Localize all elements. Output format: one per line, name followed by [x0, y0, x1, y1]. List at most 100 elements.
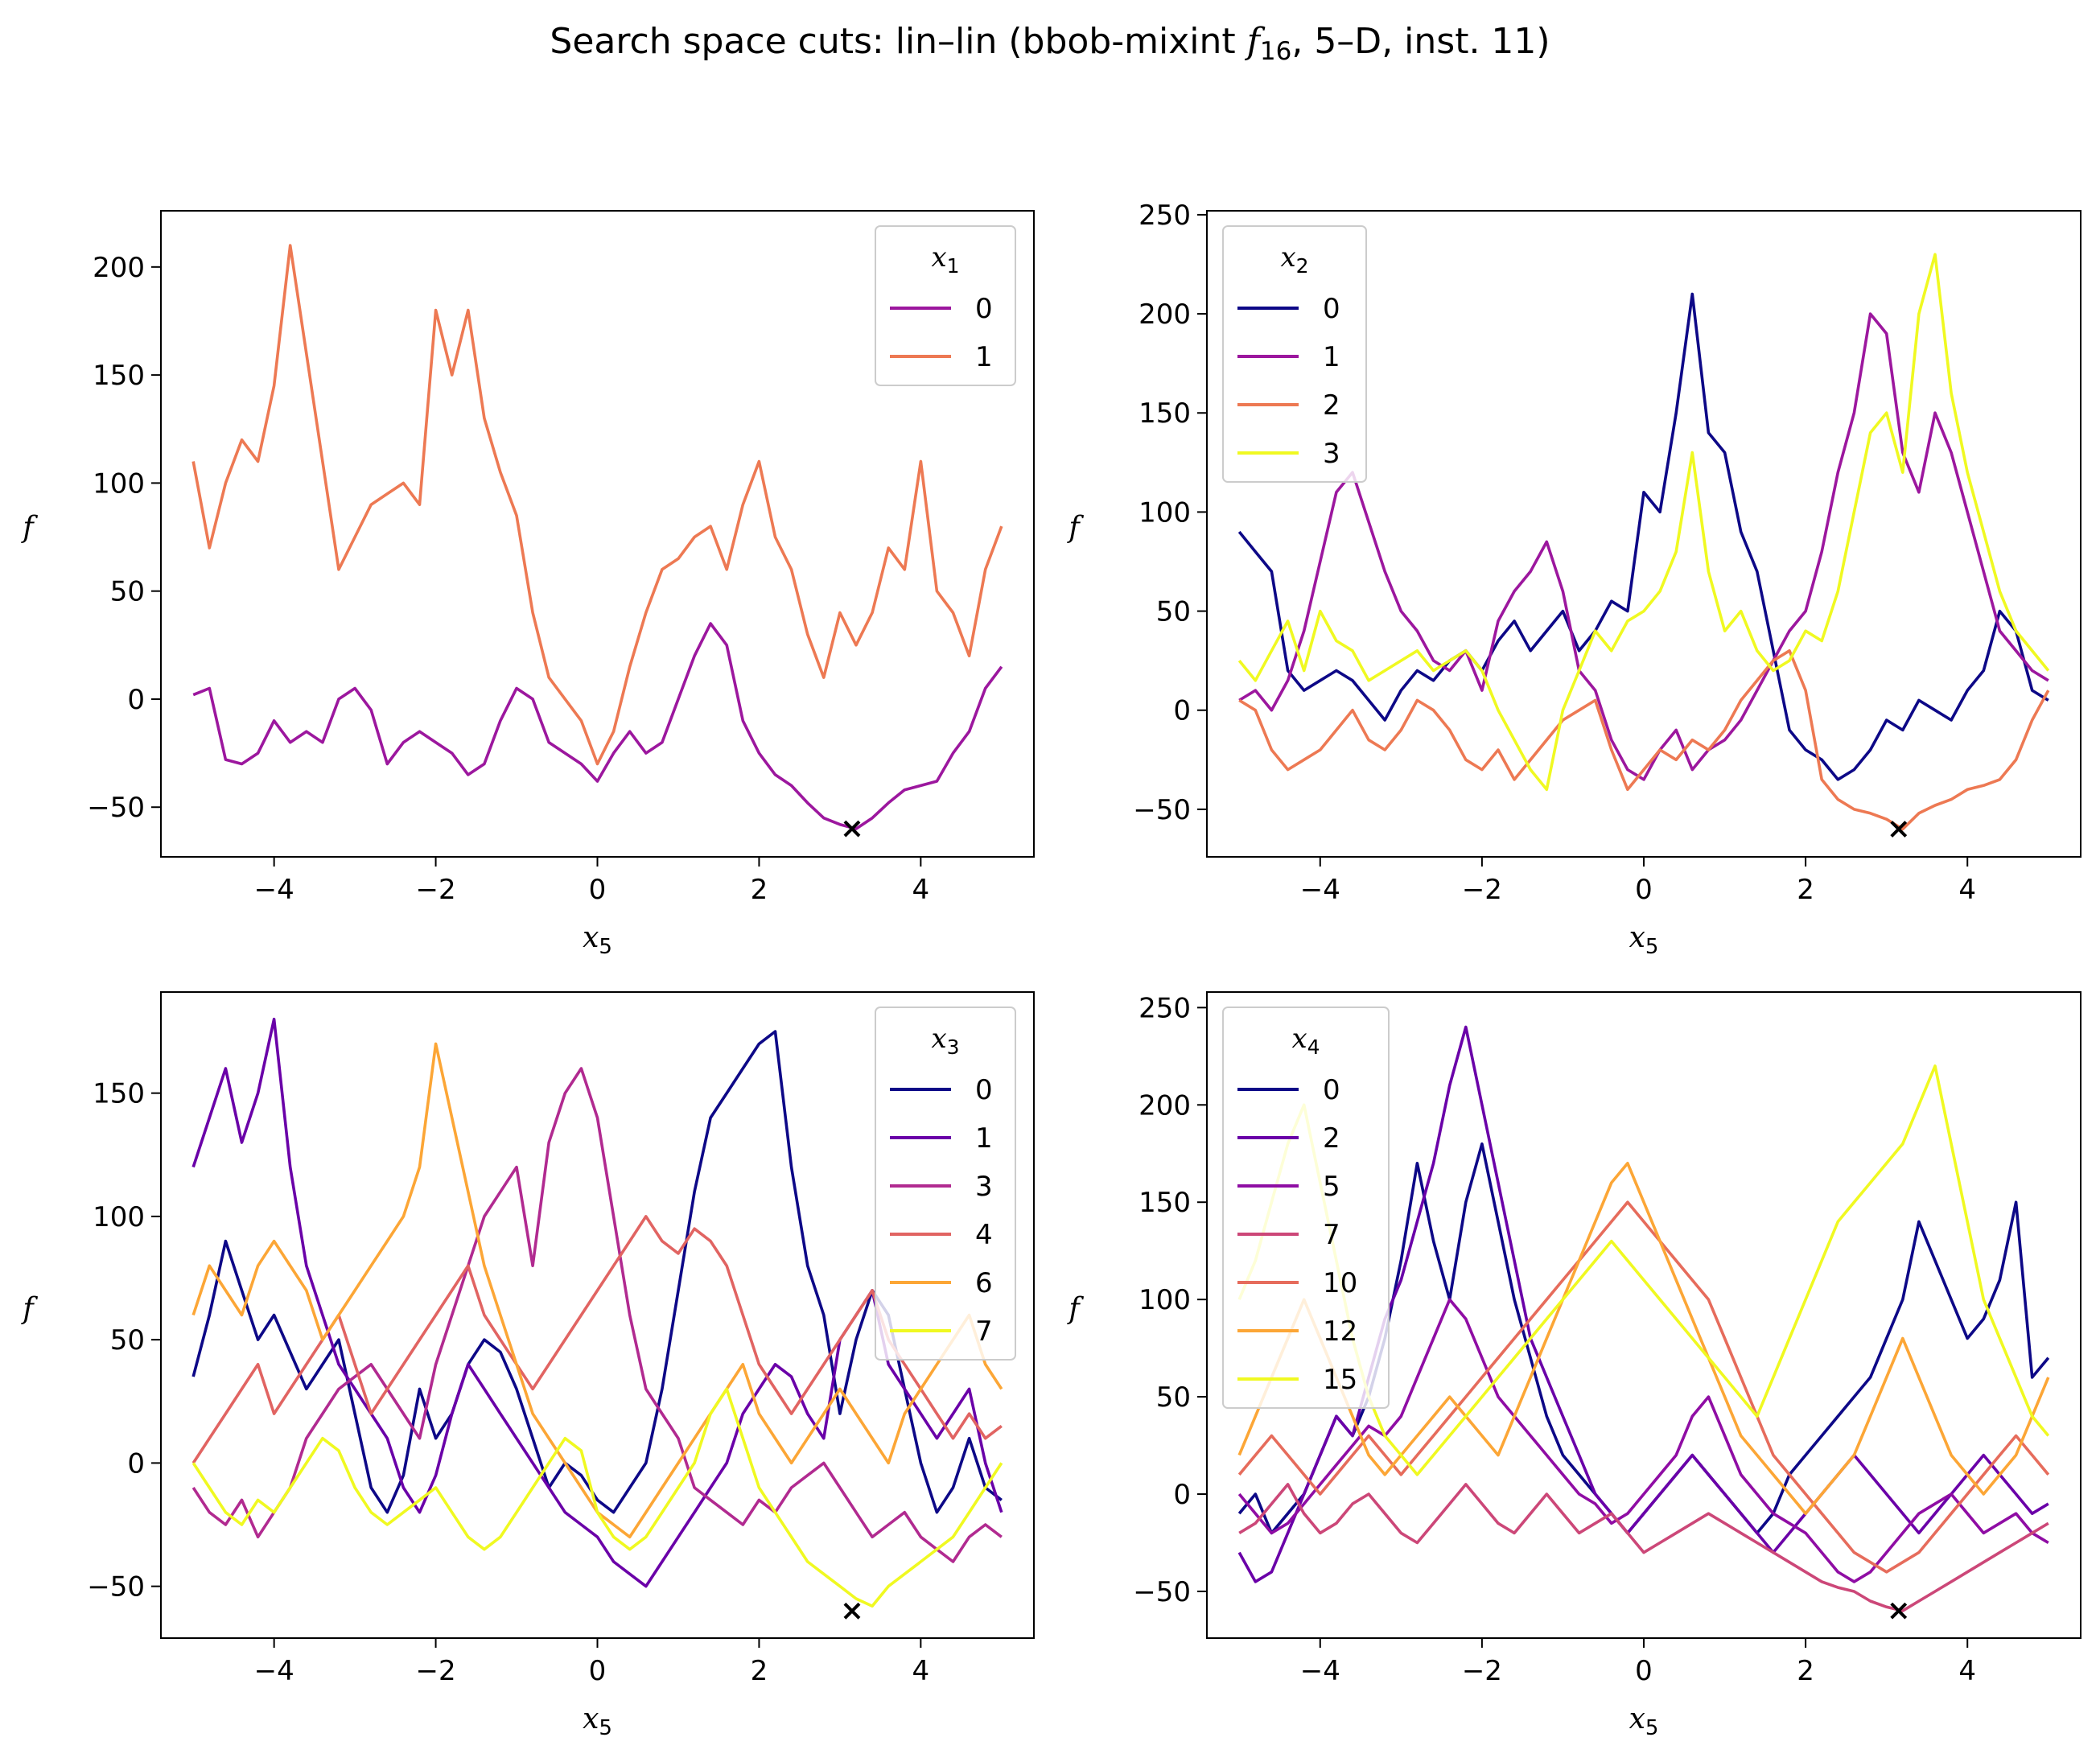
- series-line-5: [1237, 1298, 2049, 1583]
- legend-label: 1: [1323, 341, 1340, 373]
- series-line-0: [191, 1030, 1003, 1514]
- figure-title-prefix: Search space cuts: lin–lin (bbob-mixint: [550, 21, 1247, 62]
- x-tick-label: 0: [589, 874, 607, 906]
- legend-label: 12: [1323, 1315, 1357, 1348]
- legend-entry-0: 0: [890, 1074, 993, 1106]
- legend-entry-2: 2: [1237, 1122, 1340, 1155]
- series-line-0: [192, 622, 1003, 830]
- figure-title-func-symbol: f: [1246, 21, 1260, 62]
- subplot-3: −4 −2 0 2 4 −50 0 50 100 150 x5 f x3 0 1 3 4 6 7: [20, 991, 1035, 1740]
- series-line-2: [1238, 648, 2050, 831]
- figure-title: Search space cuts: lin–lin (bbob-mixint …: [0, 21, 2100, 66]
- legend-label: 0: [1323, 293, 1340, 325]
- series-line-7: [1238, 1483, 2049, 1612]
- legend: x40 2 5 7 10 12 15: [1222, 1007, 1390, 1409]
- legend: x3 0 1 3 4 6 7: [875, 1007, 1016, 1361]
- y-tick-label: 200: [1139, 1089, 1191, 1122]
- x-tick-label: −2: [416, 874, 456, 906]
- legend-entry-4: 4: [890, 1219, 993, 1251]
- x-tick-label: −4: [254, 1655, 294, 1687]
- plot-area: [1237, 253, 2050, 831]
- legend-box: [875, 225, 1016, 386]
- y-axis-label: f: [1066, 512, 1084, 545]
- series-line-12: [1237, 1162, 2050, 1515]
- x-tick-label: −4: [1300, 874, 1340, 906]
- x-tick-label: 2: [751, 874, 768, 906]
- y-tick-label: 100: [1139, 1284, 1191, 1316]
- x-tick-label: 2: [1797, 1655, 1814, 1687]
- series-line-0: [1237, 292, 2049, 781]
- x-tick-label: −4: [1300, 1655, 1340, 1687]
- legend-entry-2: 2: [1237, 389, 1340, 422]
- x-tick-label: 0: [589, 1655, 607, 1687]
- y-tick-label: 250: [1139, 200, 1191, 232]
- legend-entry-5: 5: [1237, 1171, 1340, 1203]
- y-tick-label: −50: [87, 792, 145, 824]
- legend-label: 10: [1323, 1267, 1357, 1299]
- x-tick-label: −2: [1462, 1655, 1502, 1687]
- legend-label: 5: [1323, 1171, 1340, 1203]
- legend-label: 6: [975, 1267, 993, 1299]
- legend-title: x2: [1280, 241, 1308, 278]
- legend-label: 7: [975, 1315, 993, 1348]
- x-axis-label: x5: [583, 921, 612, 959]
- y-tick-label: 150: [93, 360, 145, 392]
- legend-label: 3: [975, 1171, 993, 1203]
- legend-label: 15: [1323, 1364, 1357, 1396]
- plot-area: [1237, 1025, 2050, 1612]
- subplot-1: −4 −2 0 2 4 −50 0 50 100 150 200 x5 f x1 0 1: [20, 210, 1035, 959]
- legend-title: x1: [931, 241, 959, 278]
- x-tick-label: −2: [1462, 874, 1502, 906]
- legend-label: 7: [1323, 1219, 1340, 1251]
- legend-label: 2: [1323, 1122, 1340, 1155]
- y-tick-label: 150: [1139, 397, 1191, 430]
- y-tick-label: 50: [110, 576, 145, 608]
- x-tick-label: 2: [1797, 874, 1814, 906]
- legend-entry-7: 7: [1237, 1219, 1340, 1251]
- series-line-7: [191, 1387, 1003, 1608]
- legend-label: 0: [975, 1074, 993, 1106]
- subplot-2: −4 −2 0 2 4 −50 0 50 100 150 200 250 x5 f x2 0 1 2 3: [1066, 200, 2081, 959]
- legend-entry-15: 15: [1237, 1364, 1357, 1396]
- y-tick-label: −50: [1133, 794, 1191, 826]
- legend-box: [1222, 1007, 1390, 1409]
- legend-entry-7: 7: [890, 1315, 993, 1348]
- optimum-marker: [1890, 821, 1908, 838]
- series-line-3: [1237, 253, 2050, 792]
- y-tick-label: 50: [110, 1324, 145, 1356]
- legend-title: x4: [1291, 1023, 1320, 1059]
- legend-entry-0: 0: [1237, 1074, 1340, 1106]
- legend-entry-3: 3: [1237, 438, 1340, 470]
- legend-entry-0: 0: [1237, 293, 1340, 325]
- y-tick-label: 100: [1139, 496, 1191, 529]
- y-axis-label: f: [20, 1293, 38, 1326]
- y-tick-label: 200: [93, 252, 145, 284]
- y-axis-label: f: [1066, 1293, 1084, 1326]
- optimum-marker: [1890, 1602, 1908, 1620]
- legend-label: 0: [975, 293, 993, 325]
- y-tick-label: 150: [93, 1078, 145, 1110]
- x-tick-label: 4: [912, 1655, 930, 1687]
- legend-entry-10: 10: [1237, 1267, 1357, 1299]
- legend-label: 0: [1323, 1074, 1340, 1106]
- legend-entry-12: 12: [1237, 1315, 1357, 1348]
- series-line-1: [191, 244, 1003, 766]
- legend-label: 3: [1323, 438, 1340, 470]
- legend-entry-1: 1: [1237, 341, 1340, 373]
- legend-entry-6: 6: [890, 1267, 993, 1299]
- y-tick-label: 100: [93, 1201, 145, 1233]
- legend-entry-1: 1: [890, 1122, 993, 1155]
- series-line-3: [191, 1067, 1003, 1563]
- x-tick-label: −4: [254, 874, 294, 906]
- optimum-marker: [843, 820, 861, 838]
- y-tick-label: 0: [1173, 1479, 1191, 1511]
- x-tick-label: 0: [1635, 1655, 1653, 1687]
- x-axis-label: x5: [583, 1702, 612, 1740]
- optimum-marker: [843, 1602, 861, 1620]
- series-line-10: [1237, 1200, 2050, 1574]
- x-tick-label: 4: [912, 874, 930, 906]
- legend: x2 0 1 2 3: [1222, 225, 1367, 483]
- y-tick-label: 50: [1156, 1381, 1191, 1414]
- series-line-15: [1237, 1064, 2050, 1476]
